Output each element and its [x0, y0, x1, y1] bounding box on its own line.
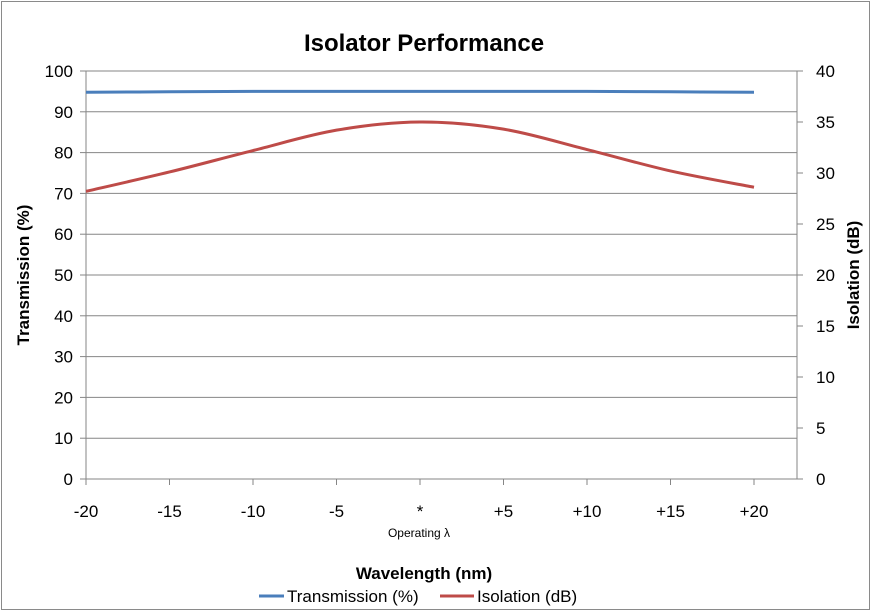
y2-tick-label-1: 5 — [816, 419, 825, 438]
legend: Transmission (%) Isolation (dB) — [259, 587, 577, 606]
y2-tick-labels: 0 5 10 15 20 25 30 35 40 — [816, 62, 835, 489]
x-tick-label-2: -10 — [241, 502, 266, 521]
y2-tick-label-8: 40 — [816, 62, 835, 81]
x-tick-label-5: +5 — [494, 502, 513, 521]
y-tick-label-10: 100 — [45, 62, 73, 81]
y2-tick-label-7: 35 — [816, 113, 835, 132]
series-line-0 — [85, 89, 755, 94]
y-tick-label-1: 10 — [54, 429, 73, 448]
x-tick-label-4: * — [417, 502, 424, 521]
y-tick-label-0: 0 — [64, 470, 73, 489]
legend-label-0: Transmission (%) — [287, 587, 419, 606]
axes — [80, 70, 803, 485]
y-tick-label-5: 50 — [54, 266, 73, 285]
x-tick-label-3: -5 — [329, 502, 344, 521]
chart-title: Isolator Performance — [304, 30, 544, 57]
x-tick-label-0: -20 — [74, 502, 99, 521]
x-tick-label-7: +15 — [656, 502, 685, 521]
y2-tick-label-2: 10 — [816, 368, 835, 387]
y-tick-label-8: 80 — [54, 144, 73, 163]
y2-tick-label-4: 20 — [816, 266, 835, 285]
y-tick-label-4: 40 — [54, 307, 73, 326]
y-tick-label-3: 30 — [54, 348, 73, 367]
y-axis-title: Transmission (%) — [14, 205, 33, 346]
gridlines — [86, 70, 797, 439]
y-tick-label-2: 20 — [54, 388, 73, 407]
y2-tick-label-5: 25 — [816, 215, 835, 234]
y2-tick-label-6: 30 — [816, 164, 835, 183]
x-axis-title: Wavelength (nm) — [356, 564, 492, 583]
legend-label-1: Isolation (dB) — [477, 587, 577, 606]
y-tick-labels: 0 10 20 30 40 50 60 70 80 90 100 — [45, 62, 73, 489]
y2-tick-label-3: 15 — [816, 317, 835, 336]
y2-tick-label-0: 0 — [816, 470, 825, 489]
series-lines — [85, 89, 755, 193]
y-tick-label-9: 90 — [54, 103, 73, 122]
x-tick-label-6: +10 — [573, 502, 602, 521]
y2-axis-title: Isolation (dB) — [844, 221, 863, 330]
x-tick-label-8: +20 — [740, 502, 769, 521]
operating-wavelength-label: Operating λ — [388, 526, 450, 540]
x-tick-label-1: -15 — [157, 502, 182, 521]
y-tick-label-6: 60 — [54, 225, 73, 244]
x-tick-labels: -20 -15 -10 -5 * +5 +10 +15 +20 — [74, 502, 769, 521]
y-tick-label-7: 70 — [54, 184, 73, 203]
series-line-1 — [85, 120, 755, 193]
